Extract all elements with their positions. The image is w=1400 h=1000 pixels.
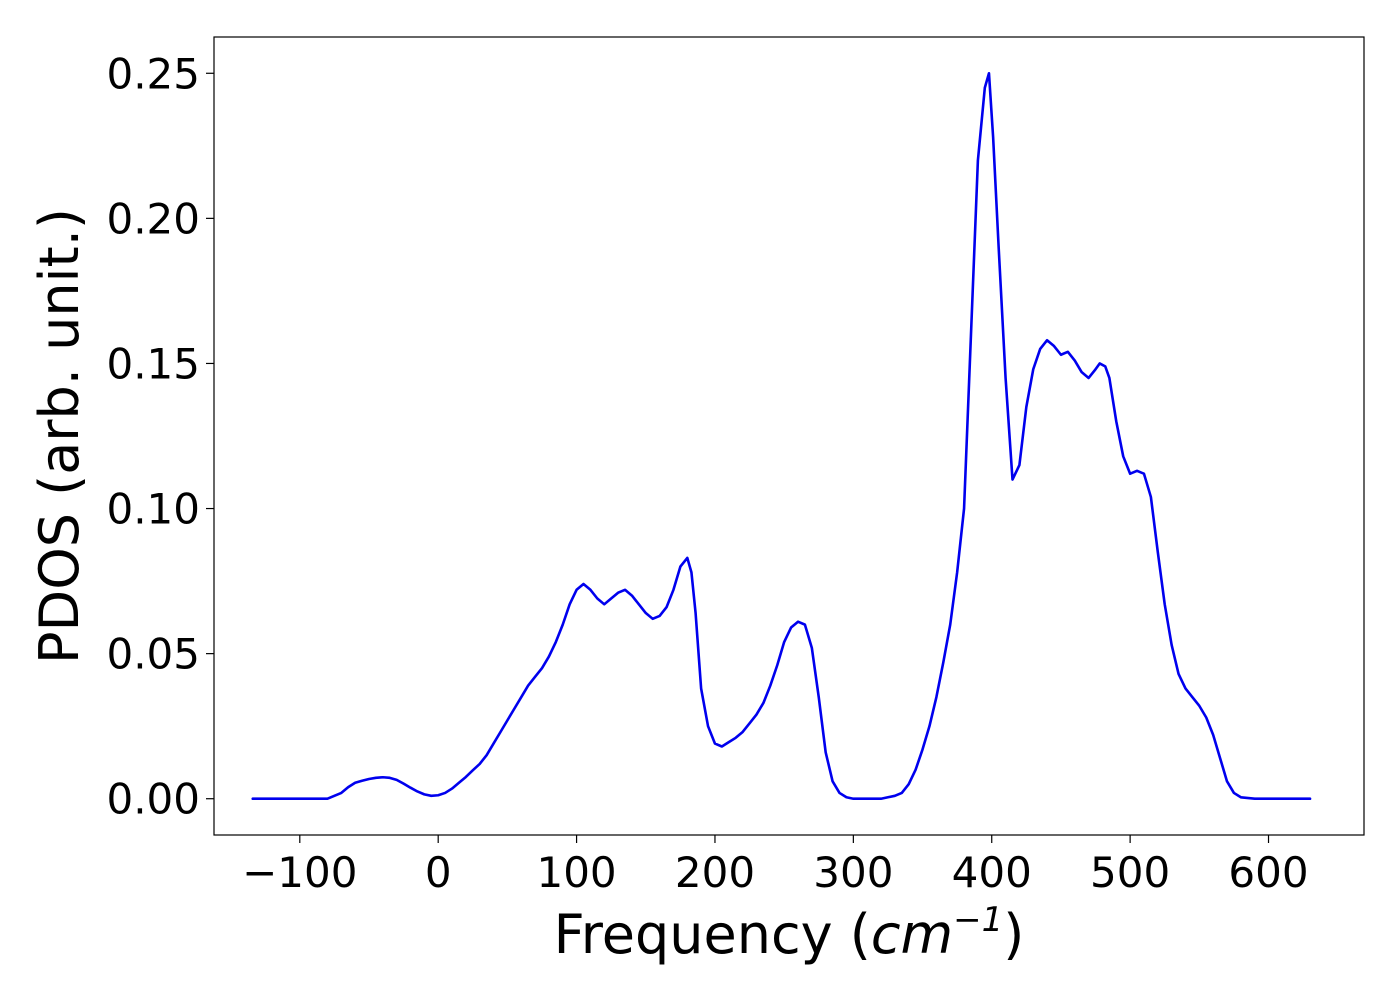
x-tick-label: 0: [425, 848, 452, 897]
x-tick-label: 200: [675, 848, 755, 897]
plot-background: [214, 37, 1364, 835]
x-tick-label: 600: [1228, 848, 1308, 897]
pdos-series-line: [251, 71, 1312, 801]
y-tick-label: 0.00: [106, 775, 200, 824]
y-axis-label: PDOS (arb. unit.): [28, 208, 91, 664]
y-tick-label: 0.25: [106, 49, 200, 98]
y-tick-label: 0.05: [106, 630, 200, 679]
x-tick-label: 300: [813, 848, 893, 897]
x-tick-label: −100: [242, 848, 357, 897]
x-tick-label: 100: [536, 848, 616, 897]
y-axis-ticks: 0.00 0.05 0.10 0.15 0.20 0.25: [106, 49, 214, 824]
x-axis-ticks: −100 0 100 200 300 400 500 600: [242, 835, 1309, 897]
y-tick-label: 0.15: [106, 339, 200, 388]
y-tick-label: 0.10: [106, 485, 200, 534]
y-tick-label: 0.20: [106, 194, 200, 243]
x-tick-label: 400: [952, 848, 1032, 897]
x-tick-label: 500: [1090, 848, 1170, 897]
plot-frame: [213, 36, 1365, 836]
x-axis-label: Frequency (cm−1): [554, 900, 1025, 966]
